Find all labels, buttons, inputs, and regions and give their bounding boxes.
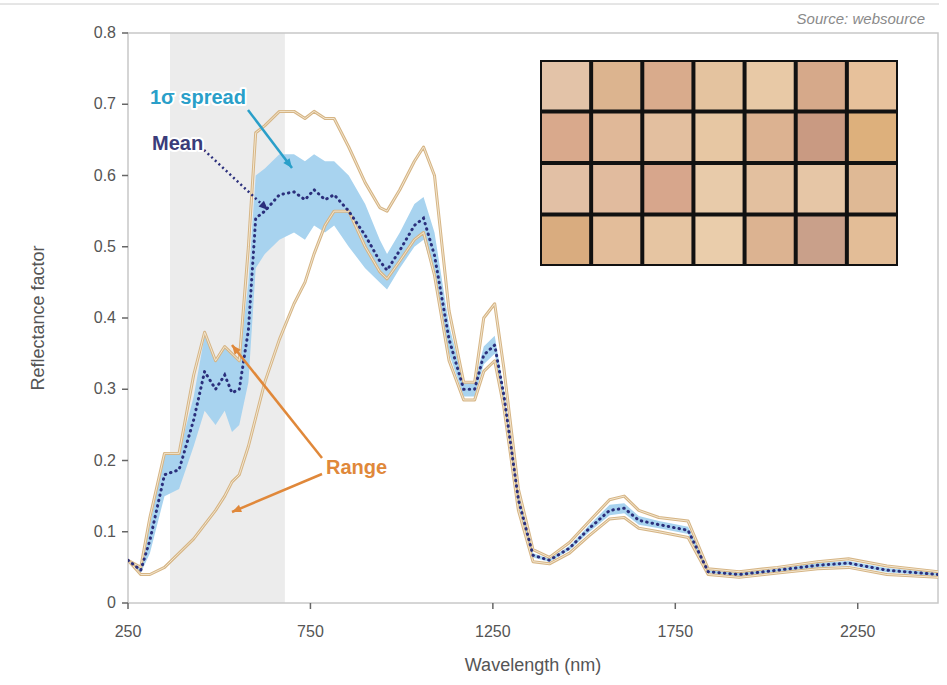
skin-swatch	[644, 217, 691, 265]
y-axis-title: Reflectance factor	[28, 245, 48, 390]
x-tick-label: 750	[297, 623, 324, 640]
x-tick-label: 1750	[658, 623, 694, 640]
y-tick-label: 0.5	[94, 238, 116, 255]
y-tick-label: 0.3	[94, 380, 116, 397]
annotation-arrowhead	[283, 158, 292, 168]
range-lower	[128, 211, 938, 577]
skin-swatch	[542, 165, 589, 213]
skin-swatch	[747, 217, 794, 265]
skin-swatch	[798, 62, 845, 110]
annotation-arrowhead	[232, 505, 242, 512]
skin-swatch	[695, 114, 742, 162]
skin-swatch	[747, 114, 794, 162]
range-upper-core	[128, 111, 938, 571]
annotation-arrow	[248, 110, 292, 168]
inset-frame	[540, 60, 898, 266]
y-tick-label: 0.8	[94, 24, 116, 41]
skin-swatch	[747, 165, 794, 213]
y-tick-label: 0.2	[94, 452, 116, 469]
skin-swatch	[593, 165, 640, 213]
annotation-arrowhead	[259, 201, 268, 210]
range-upper	[128, 111, 938, 571]
y-tick	[122, 460, 128, 462]
skin-swatch	[798, 165, 845, 213]
y-tick-label: 0.4	[94, 309, 116, 326]
annotation-label: 1σ spread	[150, 86, 246, 108]
top-rule	[0, 4, 939, 5]
annotation-label: Range	[326, 456, 387, 478]
data-layer	[128, 111, 938, 577]
annotations	[204, 110, 322, 512]
x-tick	[857, 603, 859, 609]
y-tick	[122, 531, 128, 533]
annotation-arrowhead	[232, 345, 241, 355]
skin-swatch	[849, 217, 896, 265]
skin-swatch	[747, 62, 794, 110]
skin-inset	[540, 60, 898, 266]
skin-swatch	[542, 62, 589, 110]
y-tick	[122, 246, 128, 248]
y-tick-label: 0.7	[94, 95, 116, 112]
x-tick	[492, 603, 494, 609]
chart: Source: websource 250 750 1250 1750 2250 0 0.1 0…	[0, 0, 947, 685]
skin-swatch	[695, 62, 742, 110]
y-tick-label: 0.6	[94, 167, 116, 184]
skin-swatch	[644, 114, 691, 162]
x-tick-label: 1250	[475, 623, 511, 640]
skin-swatch	[542, 114, 589, 162]
x-tick	[310, 603, 312, 609]
annotation-arrow	[232, 345, 322, 458]
skin-swatch	[798, 114, 845, 162]
x-tick	[675, 603, 677, 609]
mean-line	[128, 190, 938, 575]
y-tick	[122, 175, 128, 177]
y-tick-label: 0	[107, 594, 116, 611]
visible-band	[170, 33, 285, 603]
annotation-arrow	[232, 474, 322, 512]
plot-frame	[128, 33, 938, 603]
skin-swatch	[849, 114, 896, 162]
skin-swatch	[542, 217, 589, 265]
skin-swatch	[593, 62, 640, 110]
skin-swatch	[695, 165, 742, 213]
skin-swatch	[849, 165, 896, 213]
x-tick-label: 250	[115, 623, 142, 640]
y-tick	[122, 317, 128, 319]
skin-swatch	[798, 217, 845, 265]
y-tick	[122, 602, 128, 604]
skin-swatch	[593, 114, 640, 162]
skin-swatch	[695, 217, 742, 265]
x-tick-label: 2250	[840, 623, 876, 640]
source: Source: websource	[797, 10, 925, 27]
x-tick	[127, 603, 129, 609]
annotation-arrow	[204, 150, 268, 210]
skin-swatch	[849, 62, 896, 110]
y-tick	[122, 32, 128, 34]
y-tick	[122, 104, 128, 106]
x-axis-title: Wavelength (nm)	[465, 655, 601, 675]
range-lower-core	[128, 211, 938, 577]
skin-swatch	[593, 217, 640, 265]
y-tick-label: 0.1	[94, 523, 116, 540]
skin-swatch	[644, 62, 691, 110]
skin-swatch	[644, 165, 691, 213]
y-tick	[122, 389, 128, 391]
annotation-label: Mean	[152, 132, 203, 154]
